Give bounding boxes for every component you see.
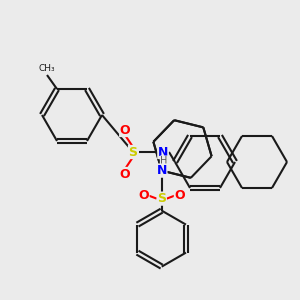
Text: CH₃: CH₃	[39, 64, 55, 73]
Text: O: O	[174, 189, 185, 202]
Text: N: N	[157, 164, 167, 177]
Text: O: O	[120, 124, 130, 136]
Text: O: O	[138, 189, 149, 202]
Text: N: N	[158, 146, 168, 158]
Text: O: O	[120, 167, 130, 181]
Text: S: S	[157, 192, 166, 205]
Text: H: H	[160, 156, 168, 166]
Text: S: S	[128, 146, 137, 158]
